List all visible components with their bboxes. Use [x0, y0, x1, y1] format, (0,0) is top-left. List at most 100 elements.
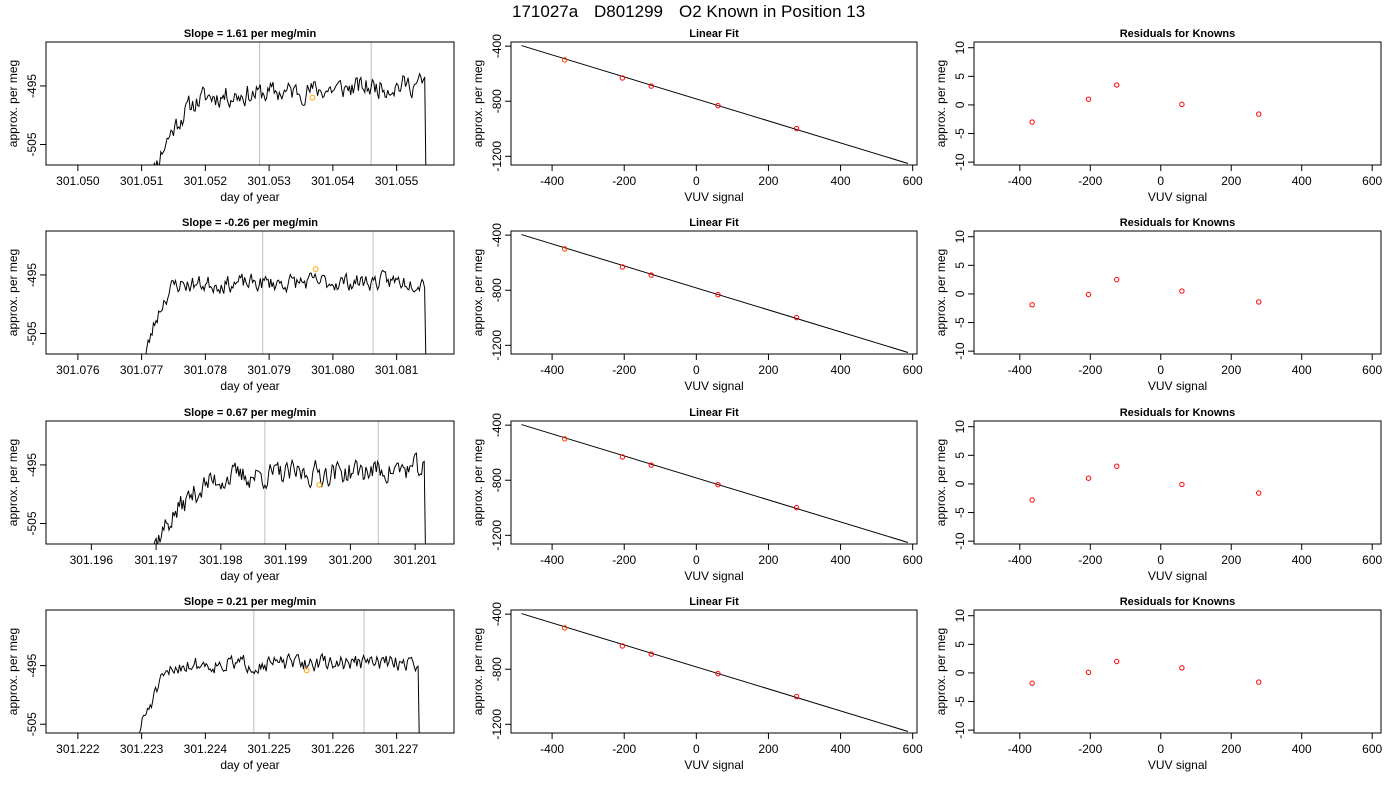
x-tick-label: 600 — [1362, 742, 1382, 756]
signal-trace — [153, 452, 426, 544]
data-point — [619, 75, 626, 81]
y-tick-label: -505 — [25, 511, 39, 535]
plot-area — [1029, 276, 1262, 308]
x-tick-label: -400 — [540, 742, 564, 756]
x-tick-label: -400 — [540, 553, 564, 567]
y-tick-label: 5 — [953, 641, 967, 648]
x-tick-label: -400 — [1008, 363, 1032, 377]
y-tick-label: 10 — [953, 41, 967, 55]
data-point-outline — [562, 436, 568, 442]
x-tick-label: -200 — [1078, 363, 1102, 377]
data-point — [1029, 119, 1035, 125]
x-axis-label: day of year — [220, 569, 279, 583]
panel-linear-fit-row-4: Linear Fit -400 -200 0 200 400 600 -400 -800 -120… — [471, 596, 923, 772]
panel-residuals-row-2: Residuals for Knowns -400 -200 0 200 400 600 -1… — [934, 217, 1383, 393]
x-tick-label: 301.198 — [199, 553, 243, 567]
x-tick-label: -400 — [1008, 174, 1032, 188]
y-tick-label: -400 — [490, 34, 504, 58]
y-tick-label: -495 — [25, 453, 39, 477]
highlight-point — [312, 266, 319, 272]
x-tick-label: 600 — [903, 742, 923, 756]
y-tick-label: -1200 — [490, 709, 504, 740]
y-tick-label: -5 — [953, 696, 967, 707]
x-tick-label: 301.079 — [247, 363, 291, 377]
data-point — [619, 264, 626, 270]
y-tick-label: 0 — [953, 101, 967, 108]
data-point — [793, 125, 800, 132]
x-tick-label: 301.076 — [56, 363, 100, 377]
panel-title: Slope = 0.67 per meg/min — [184, 407, 317, 419]
plot-area — [1029, 658, 1262, 686]
plot-frame — [973, 230, 1382, 355]
y-tick-label: 5 — [953, 73, 967, 80]
data-point — [715, 481, 721, 488]
x-axis-label: VUV signal — [1148, 379, 1207, 393]
x-tick-label: 400 — [831, 742, 851, 756]
y-axis-label: approx. per meg — [934, 60, 948, 147]
x-tick-label: -400 — [540, 174, 564, 188]
data-point — [619, 643, 626, 649]
plot-frame — [510, 41, 918, 166]
y-axis-label: approx. per meg — [934, 439, 948, 526]
data-point — [1114, 658, 1120, 665]
plot-area — [521, 424, 909, 543]
x-axis-label: VUV signal — [1148, 758, 1207, 772]
y-tick-label: 10 — [953, 420, 967, 434]
fit-line — [521, 234, 909, 353]
data-point — [1029, 497, 1035, 503]
y-axis-label: approx. per meg — [471, 439, 485, 526]
data-point — [619, 454, 626, 460]
data-point — [1029, 680, 1035, 686]
highlight-point — [303, 667, 310, 674]
signal-trace — [153, 72, 427, 165]
x-tick-label: 200 — [758, 363, 778, 377]
x-axis-label: VUV signal — [684, 569, 743, 583]
data-point — [1179, 101, 1185, 108]
y-axis-label: approx. per meg — [6, 628, 20, 715]
x-tick-label: 0 — [1157, 742, 1164, 756]
panel-linear-fit-row-3: Linear Fit -400 -200 0 200 400 600 -400 -800 -120… — [471, 407, 923, 583]
y-tick-label: 0 — [953, 669, 967, 676]
plot-frame — [973, 420, 1382, 545]
y-tick-label: -5 — [953, 128, 967, 139]
x-axis-label: day of year — [220, 379, 279, 393]
data-point — [1085, 96, 1092, 102]
fit-line — [521, 613, 909, 732]
x-tick-label: 301.081 — [375, 363, 419, 377]
panel-residuals-row-4: Residuals for Knowns -400 -200 0 200 400 600 -1… — [934, 596, 1383, 772]
y-tick-label: -800 — [490, 278, 504, 302]
x-tick-label: 0 — [693, 553, 700, 567]
plot-frame — [973, 609, 1382, 734]
plot-frame — [510, 230, 918, 355]
panel-title: Residuals for Knowns — [1120, 217, 1236, 229]
fit-line — [521, 424, 909, 543]
panel-time-series-row-3: Slope = 0.67 per meg/min 301.196 301.197 30… — [6, 407, 455, 583]
plot-area — [521, 234, 909, 353]
y-tick-label: -1200 — [490, 520, 504, 551]
y-axis-label: approx. per meg — [471, 249, 485, 336]
x-tick-label: 301.201 — [393, 553, 437, 567]
panel-title: Linear Fit — [689, 28, 739, 40]
panel-title: Residuals for Knowns — [1120, 596, 1236, 608]
x-tick-label: 301.222 — [56, 742, 100, 756]
x-tick-label: 0 — [1157, 174, 1164, 188]
y-tick-label: -505 — [25, 321, 39, 345]
y-tick-label: -1200 — [490, 330, 504, 361]
data-point — [1085, 291, 1092, 298]
x-tick-label: 600 — [1362, 553, 1382, 567]
data-point — [1114, 82, 1120, 88]
panel-time-series-row-2: Slope = -0.26 per meg/min 301.076 301.077 3… — [6, 217, 455, 393]
data-point — [648, 272, 654, 278]
data-point — [1256, 490, 1262, 496]
data-point — [793, 504, 800, 511]
y-tick-label: -505 — [25, 132, 39, 156]
x-tick-label: -200 — [1078, 742, 1102, 756]
x-tick-label: 200 — [1221, 363, 1241, 377]
x-axis-label: VUV signal — [1148, 569, 1207, 583]
plot-frame — [510, 609, 918, 734]
plot-area — [153, 421, 426, 544]
data-point — [715, 670, 721, 677]
x-tick-label: 301.200 — [329, 553, 373, 567]
panel-title: Slope = 0.21 per meg/min — [184, 596, 317, 608]
y-tick-label: -5 — [953, 317, 967, 328]
